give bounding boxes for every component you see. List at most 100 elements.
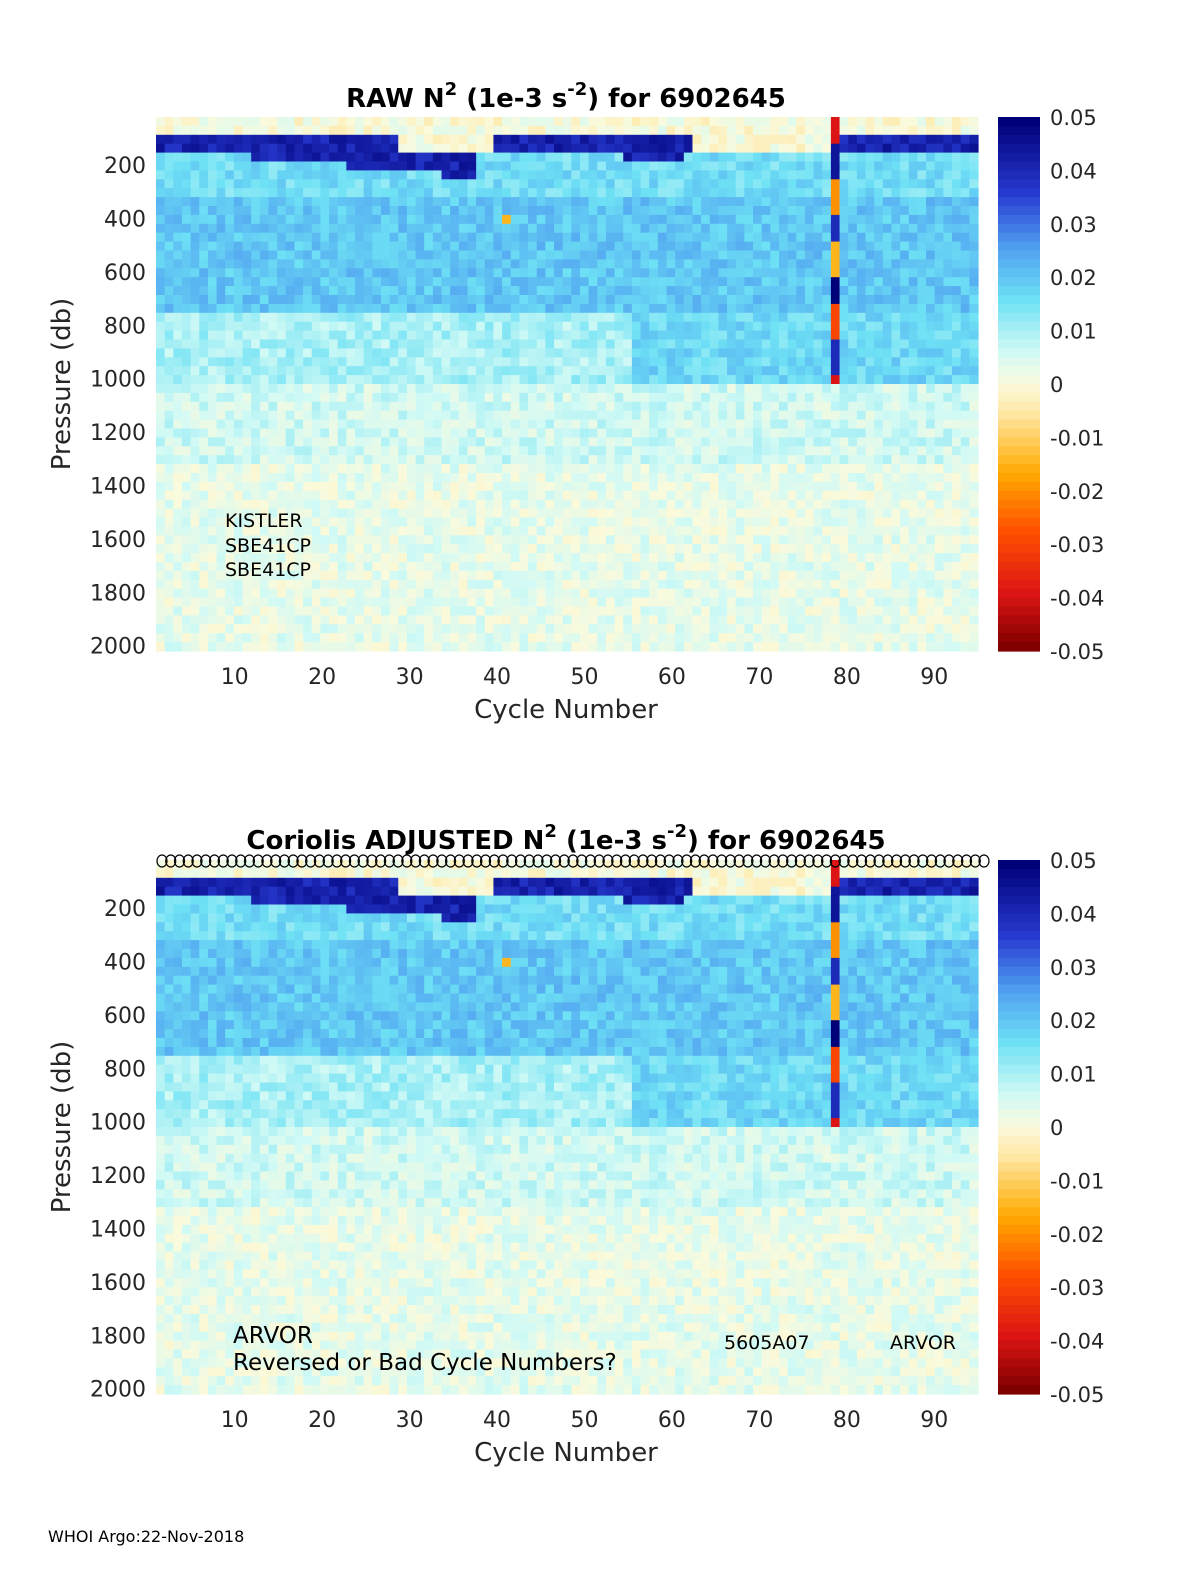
heat-cell	[701, 357, 711, 367]
heat-cell	[579, 277, 590, 287]
heat-cell	[562, 277, 572, 287]
heat-cell	[666, 170, 676, 180]
heat-cell	[545, 286, 555, 296]
heat-cell	[787, 481, 797, 492]
heat-cell	[233, 508, 244, 519]
heat-cell	[813, 161, 823, 171]
heat-cell	[380, 579, 391, 590]
heat-cell	[796, 250, 806, 260]
heat-cell	[718, 562, 728, 572]
heat-cell	[571, 401, 581, 412]
heat-cell	[804, 526, 815, 536]
heat-cell	[268, 250, 278, 260]
heat-cell	[770, 464, 780, 474]
heat-cell	[839, 597, 849, 608]
heat-cell	[164, 375, 174, 385]
heat-cell	[830, 286, 841, 296]
heat-cell	[536, 473, 546, 483]
heat-cell	[320, 633, 330, 643]
heat-cell	[683, 419, 694, 430]
heat-cell	[380, 277, 391, 287]
heat-cell	[683, 606, 694, 616]
heat-cell	[753, 357, 763, 367]
heat-cell	[597, 553, 607, 563]
heat-cell	[458, 232, 469, 243]
heat-cell	[605, 526, 616, 536]
heat-cell	[285, 570, 296, 581]
heat-cell	[605, 446, 616, 456]
heat-cell	[761, 152, 771, 163]
heat-cell	[406, 259, 417, 269]
heat-cell	[865, 366, 875, 376]
heat-cell	[770, 303, 780, 314]
heat-cell	[830, 535, 841, 545]
heat-cell	[787, 375, 797, 385]
heat-cell	[346, 570, 356, 581]
heat-cell	[787, 366, 797, 376]
heat-cell	[822, 544, 832, 554]
heat-cell	[519, 295, 529, 305]
heat-cell	[744, 428, 754, 438]
heat-cell	[268, 490, 278, 501]
heat-cell	[337, 295, 347, 305]
heat-cell	[346, 170, 356, 180]
heat-cell	[761, 321, 771, 332]
heat-cell	[796, 455, 806, 465]
heat-cell	[848, 642, 858, 652]
heat-cell	[156, 206, 166, 216]
heat-cell	[579, 286, 590, 296]
heat-cell	[441, 606, 451, 616]
heat-cell	[614, 419, 624, 430]
heat-cell	[458, 392, 469, 403]
heat-cell	[718, 188, 728, 198]
heat-cell	[406, 606, 417, 616]
heat-cell	[363, 312, 373, 323]
heat-cell	[623, 606, 633, 616]
heat-cell	[225, 188, 235, 198]
heat-cell	[770, 134, 780, 145]
heat-cell	[233, 339, 244, 349]
heat-cell	[519, 312, 529, 323]
heat-cell	[389, 117, 399, 127]
heat-cell	[804, 437, 815, 447]
heat-cell	[753, 170, 763, 180]
heat-cell	[199, 277, 209, 287]
heat-cell	[528, 366, 538, 376]
heat-cell	[432, 375, 443, 385]
heat-cell	[320, 170, 330, 180]
heat-cell	[346, 428, 356, 438]
heat-cell	[675, 268, 685, 278]
heat-cell	[554, 606, 564, 616]
heat-cell	[510, 188, 521, 198]
heat-cell	[804, 188, 815, 198]
heat-cell	[320, 134, 330, 145]
heat-cell	[329, 134, 339, 145]
heat-cell	[207, 553, 218, 563]
heat-cell	[554, 348, 564, 358]
heat-cell	[675, 384, 685, 394]
heat-cell	[441, 446, 451, 456]
heat-cell	[277, 392, 287, 403]
heat-cell	[865, 419, 875, 430]
heat-cell	[173, 223, 183, 234]
heat-cell	[856, 250, 867, 260]
heat-cell	[502, 615, 512, 625]
heat-cell	[450, 259, 460, 269]
heat-cell	[303, 312, 313, 323]
heat-cell	[804, 241, 815, 252]
heat-cell	[554, 401, 564, 412]
heat-cell	[813, 419, 823, 430]
heat-cell	[458, 117, 469, 127]
heat-cell	[856, 428, 867, 438]
heat-cell	[294, 437, 304, 447]
heat-cell	[735, 490, 745, 501]
heat-cell	[588, 277, 598, 287]
heat-cell	[571, 606, 581, 616]
heat-cell	[510, 232, 521, 243]
heat-cell	[666, 526, 676, 536]
heat-cell	[337, 508, 347, 519]
heat-cell	[207, 526, 218, 536]
heat-cell	[554, 562, 564, 572]
heat-cell	[251, 330, 261, 341]
heat-cell	[432, 170, 443, 180]
